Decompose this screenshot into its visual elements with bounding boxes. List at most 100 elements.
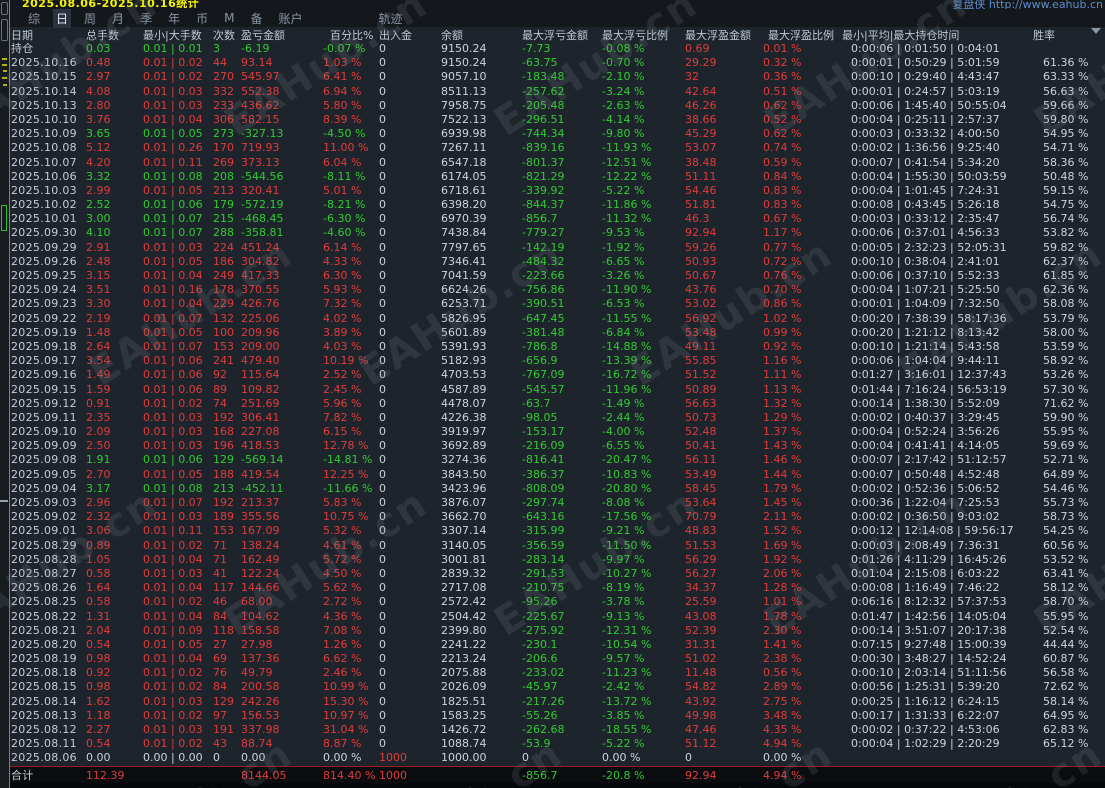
table-row[interactable]: 2025.08.22 1.31 0.01 | 0.04 84 104.62 4.36 % 0… (10, 610, 1105, 624)
table-row[interactable]: 2025.09.05 2.70 0.01 | 0.05 188 419.54 12.25 … (10, 468, 1105, 482)
chart-fragment (1, 19, 8, 41)
table-row[interactable]: 2025.08.26 1.64 0.01 | 0.04 117 144.66 5.62 %… (10, 581, 1105, 595)
column-header-7[interactable]: 余额 (441, 28, 463, 42)
table-row[interactable]: 2025.10.15 2.97 0.01 | 0.02 270 545.97 6.41 %… (10, 70, 1105, 84)
table-row[interactable]: 2025.10.06 3.32 0.01 | 0.08 208 -544.56 -8.11… (10, 170, 1105, 184)
table-row[interactable]: 2025.08.28 1.05 0.01 | 0.04 71 162.49 5.72 % 0… (10, 553, 1105, 567)
column-header-12[interactable]: 最小|平均|最大持仓时间 (842, 28, 960, 42)
column-header-0[interactable]: 日期 (11, 28, 33, 42)
tab-季[interactable]: 季 (140, 11, 153, 26)
table-row[interactable]: 2025.10.07 4.20 0.01 | 0.11 269 373.13 6.04 %… (10, 156, 1105, 170)
scroll-up-indicator-icon[interactable] (1091, 28, 1101, 34)
tab-月[interactable]: 月 (112, 11, 125, 26)
column-header-8[interactable]: 最大浮亏金额 (522, 28, 588, 42)
table-row[interactable]: 2025.09.17 3.54 0.01 | 0.06 241 479.40 10.19 … (10, 354, 1105, 368)
cell-col0: 2025.09.08 (11, 453, 77, 467)
table-row[interactable]: 2025.09.08 1.91 0.01 | 0.06 129 -569.14 -14.8… (10, 453, 1105, 467)
cell-col7: 2504.42 (441, 609, 487, 623)
cell-col13: 59.69 % (1043, 439, 1089, 453)
cell-col10: 51.52 (685, 368, 717, 382)
table-row[interactable]: 2025.08.14 1.62 0.01 | 0.03 129 242.26 15.30 … (10, 695, 1105, 709)
table-row[interactable]: 2025.09.16 1.49 0.01 | 0.06 92 115.64 2.52 % 0… (10, 368, 1105, 382)
column-header-6[interactable]: 出入金 (379, 28, 412, 42)
table-row[interactable]: 2025.09.19 1.48 0.01 | 0.05 100 209.96 3.89 %… (10, 326, 1105, 340)
table-row[interactable]: 2025.09.11 2.35 0.01 | 0.03 192 306.41 7.82 %… (10, 411, 1105, 425)
tab-备[interactable]: 备 (250, 11, 263, 26)
table-row[interactable]: 持仓 0.03 0.01 | 0.01 3 -6.19 -0.07 % 0 9150.24 -7… (10, 42, 1105, 56)
table-row[interactable]: 2025.09.09 2.50 0.01 | 0.03 196 418.53 12.78 … (10, 439, 1105, 453)
column-header-11[interactable]: 最大浮盈比例 (768, 28, 834, 42)
table-row[interactable]: 2025.08.13 1.18 0.01 | 0.02 97 156.53 10.97 %… (10, 709, 1105, 723)
table-row[interactable]: 2025.09.02 2.32 0.01 | 0.03 189 355.56 10.75 … (10, 510, 1105, 524)
tab-轨迹[interactable]: 轨迹 (378, 11, 403, 26)
table-row[interactable]: 2025.09.18 2.64 0.01 | 0.07 153 209.00 4.03 %… (10, 340, 1105, 354)
table-row[interactable]: 2025.10.16 0.48 0.01 | 0.02 44 93.14 1.03 % 0 9… (10, 56, 1105, 70)
cell-col7: 7797.65 (441, 240, 487, 254)
tab-年[interactable]: 年 (168, 11, 181, 26)
cell-col5: 2.52 % (323, 368, 362, 382)
clipped-vendor-url: 复盘侠 http://www.eahub.cn (952, 0, 1103, 9)
cell-col8: -98.05 (522, 410, 558, 424)
table-row[interactable]: 2025.09.25 3.15 0.01 | 0.04 249 417.33 6.30 %… (10, 269, 1105, 283)
column-header-9[interactable]: 最大浮亏比例 (602, 28, 668, 42)
table-row[interactable]: 2025.09.29 2.91 0.01 | 0.03 224 451.24 6.14 %… (10, 241, 1105, 255)
table-row[interactable]: 2025.08.29 0.89 0.01 | 0.02 71 138.24 4.61 % 0… (10, 539, 1105, 553)
tab-周[interactable]: 周 (84, 11, 97, 26)
cell-col13: 58.00 % (1043, 325, 1089, 339)
table-row[interactable]: 2025.10.13 2.80 0.01 | 0.03 233 436.62 5.80 %… (10, 99, 1105, 113)
table-row[interactable]: 2025.10.09 3.65 0.01 | 0.05 273 -327.13 -4.50… (10, 127, 1105, 141)
table-row[interactable]: 2025.10.01 3.00 0.01 | 0.07 215 -468.45 -6.30… (10, 212, 1105, 226)
table-row[interactable]: 2025.09.10 2.09 0.01 | 0.03 168 227.08 6.15 %… (10, 425, 1105, 439)
tab-币[interactable]: 币 (196, 11, 209, 26)
table-row[interactable]: 2025.09.30 4.10 0.01 | 0.07 288 -358.81 -4.60… (10, 226, 1105, 240)
tab-账户[interactable]: 账户 (278, 11, 303, 26)
table-row[interactable]: 2025.08.12 2.27 0.01 | 0.03 191 337.98 31.04 … (10, 723, 1105, 737)
cell-col12: 0:01:04 | 2:15:08 | 6:03:22 (851, 566, 1000, 580)
table-row[interactable]: 2025.08.11 0.54 0.01 | 0.02 43 88.74 8.87 % 0 1… (10, 737, 1105, 751)
cell-col3: 215 (213, 212, 234, 226)
table-row[interactable]: 2025.09.03 2.96 0.01 | 0.07 192 213.37 5.83 %… (10, 496, 1105, 510)
cell-col0: 2025.09.18 (11, 339, 77, 353)
column-header-1[interactable]: 总手数 (86, 28, 119, 42)
cell-col5: 6.04 % (323, 155, 362, 169)
table-row[interactable]: 2025.10.02 2.52 0.01 | 0.06 179 -572.19 -8.21… (10, 198, 1105, 212)
cell-col5: 5.62 % (323, 581, 362, 595)
cell-col11: 0.72 % (763, 254, 802, 268)
cell-col10: 56.27 (685, 566, 717, 580)
cell-col7: 5826.95 (441, 311, 487, 325)
cell-col4: 251.69 (241, 396, 280, 410)
table-row[interactable]: 2025.09.23 3.30 0.01 | 0.04 229 426.76 7.32 %… (10, 297, 1105, 311)
tab-M[interactable]: M (224, 11, 235, 25)
table-row[interactable]: 2025.08.27 0.58 0.01 | 0.03 41 122.24 4.50 % 0… (10, 567, 1105, 581)
table-row[interactable]: 2025.09.24 3.51 0.01 | 0.16 178 370.55 5.93 %… (10, 283, 1105, 297)
table-row[interactable]: 2025.09.01 3.06 0.01 | 0.11 153 167.09 5.32 %… (10, 524, 1105, 538)
column-header-4[interactable]: 盈亏金额 (241, 28, 285, 42)
cell-col0: 2025.08.26 (11, 581, 77, 595)
table-row[interactable]: 2025.08.19 0.98 0.01 | 0.04 69 137.36 6.62 % 0… (10, 652, 1105, 666)
cell-col6: 0 (379, 368, 386, 382)
table-row[interactable]: 2025.09.04 3.17 0.01 | 0.08 213 -452.11 -11.6… (10, 482, 1105, 496)
table-row[interactable]: 2025.08.21 2.04 0.01 | 0.09 118 158.58 7.08 %… (10, 624, 1105, 638)
table-row[interactable]: 2025.08.15 0.98 0.01 | 0.02 84 200.58 10.99 %… (10, 680, 1105, 694)
table-row[interactable]: 2025.08.25 0.58 0.01 | 0.02 46 68.00 2.72 % 0 2… (10, 595, 1105, 609)
table-row[interactable]: 2025.09.15 1.59 0.01 | 0.06 89 109.82 2.45 % 0… (10, 383, 1105, 397)
column-header-10[interactable]: 最大浮盈金额 (685, 28, 751, 42)
tab-日[interactable]: 日 (53, 8, 72, 28)
table-row[interactable]: 2025.10.10 3.76 0.01 | 0.04 306 582.15 8.39 %… (10, 113, 1105, 127)
table-row[interactable]: 2025.10.14 4.08 0.01 | 0.03 332 552.38 6.94 %… (10, 85, 1105, 99)
cell-col8: -356.59 (522, 538, 565, 552)
column-header-3[interactable]: 次数 (213, 28, 235, 42)
column-header-2[interactable]: 最小|大手数 (143, 28, 202, 42)
table-row[interactable]: 2025.09.26 2.48 0.01 | 0.05 186 304.82 4.33 %… (10, 255, 1105, 269)
table-row[interactable]: 2025.08.20 0.54 0.01 | 0.05 27 27.98 1.26 % 0 2… (10, 638, 1105, 652)
table-row[interactable]: 2025.10.08 5.12 0.01 | 0.26 170 719.93 11.00 … (10, 141, 1105, 155)
table-row[interactable]: 2025.10.03 2.99 0.01 | 0.05 213 320.41 5.01 %… (10, 184, 1105, 198)
table-row[interactable]: 2025.08.18 0.92 0.01 | 0.02 76 49.79 2.46 % 0 2… (10, 666, 1105, 680)
cell-col8: -223.66 (522, 269, 565, 282)
table-row[interactable]: 2025.08.06 0.00 0.00 | 0.00 0 0.00 0.00 % 1000… (10, 751, 1105, 765)
table-row[interactable]: 2025.09.22 2.19 0.01 | 0.07 132 225.06 4.02 %… (10, 312, 1105, 326)
tab-综[interactable]: 综 (28, 11, 41, 26)
column-header-13[interactable]: 胜率 (1033, 28, 1055, 42)
table-row[interactable]: 2025.09.12 0.91 0.01 | 0.02 74 251.69 5.96 % 0… (10, 397, 1105, 411)
column-header-5[interactable]: 百分比% (330, 28, 374, 42)
